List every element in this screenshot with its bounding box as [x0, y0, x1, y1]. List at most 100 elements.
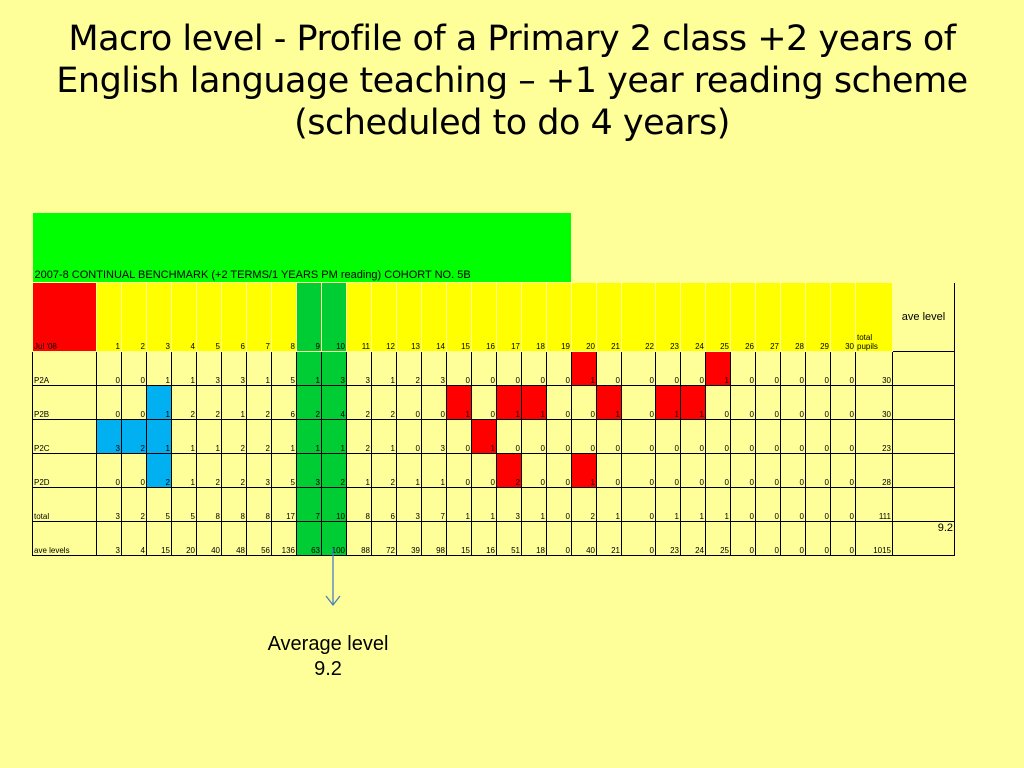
table-cell: 1	[246, 350, 272, 386]
header-level-cell: 5	[196, 282, 222, 351]
table-cell: 16	[471, 520, 497, 556]
table-cell: 0	[730, 418, 756, 454]
table-cell: 0	[805, 384, 831, 420]
table-cell: 3	[96, 486, 122, 522]
table-cell: 0	[571, 418, 597, 454]
row-total: 28	[855, 452, 893, 488]
table-cell: 6	[271, 384, 297, 420]
table-cell: 0	[780, 520, 806, 556]
row-ave-level	[892, 486, 955, 522]
table-cell: 0	[446, 418, 472, 454]
table-cell: 2	[296, 384, 322, 420]
table-cell: 0	[621, 350, 656, 386]
table-cell: 1	[396, 452, 422, 488]
table-cell: 0	[421, 384, 447, 420]
table-cell: 1	[471, 418, 497, 454]
table-cell: 98	[421, 520, 447, 556]
table-cell: 0	[680, 452, 706, 488]
row-label: P2C	[32, 418, 97, 454]
table-cell: 1	[680, 384, 706, 420]
table-cell: 0	[521, 350, 547, 386]
table-cell: 0	[521, 452, 547, 488]
table-cell: 1	[321, 418, 347, 454]
row-ave-level	[892, 384, 955, 420]
table-cell: 5	[171, 486, 197, 522]
header-level-cell: 13	[396, 282, 422, 351]
header-level-cell: 1	[96, 282, 122, 351]
table-cell: 5	[146, 486, 172, 522]
average-level-label: Average level 9.2	[228, 632, 428, 682]
table-cell: 7	[296, 486, 322, 522]
table-cell: 1	[371, 350, 397, 386]
table-cell: 0	[705, 452, 731, 488]
table-cell: 2	[171, 384, 197, 420]
table-cell: 1	[171, 452, 197, 488]
table-cell: 0	[471, 350, 497, 386]
row-label: P2D	[32, 452, 97, 488]
table-cell: 2	[321, 452, 347, 488]
table-cell: 1	[171, 418, 197, 454]
table-cell: 0	[546, 452, 572, 488]
header-level-cell: 8	[271, 282, 297, 351]
row-ave-level	[892, 418, 955, 454]
table-cell: 0	[805, 452, 831, 488]
table-cell: 0	[755, 486, 781, 522]
table-cell: 0	[730, 452, 756, 488]
banner-row: 2007-8 CONTINUAL BENCHMARK (+2 TERMS/1 Y…	[32, 212, 955, 282]
table-cell: 0	[830, 486, 856, 522]
table-cell: 88	[346, 520, 372, 556]
table-cell: 0	[705, 384, 731, 420]
row-ave-level	[892, 452, 955, 488]
table-cell: 1	[271, 418, 297, 454]
header-level-cell: 23	[655, 282, 681, 351]
table-cell: 1	[296, 350, 322, 386]
table-cell: 1	[705, 350, 731, 386]
table-row: P2D 0 0 2 1 2 2 3 5 3 2 1 2 1 1 0 0 2 0 0 1 0 0 0 0 0 0 0 0 0 0 28	[32, 452, 955, 488]
table-cell: 3	[321, 350, 347, 386]
table-cell: 0	[471, 452, 497, 488]
table-cell: 1	[446, 384, 472, 420]
table-cell: 0	[446, 452, 472, 488]
table-cell: 2	[571, 486, 597, 522]
table-cell: 0	[521, 418, 547, 454]
row-total: 30	[855, 384, 893, 420]
table-cell: 51	[496, 520, 522, 556]
header-level-cell: 21	[596, 282, 622, 351]
table-cell: 0	[680, 350, 706, 386]
table-cell: 1	[571, 452, 597, 488]
table-cell: 0	[830, 418, 856, 454]
table-cell: 3	[421, 350, 447, 386]
table-cell: 0	[121, 452, 147, 488]
table-cell: 1	[371, 418, 397, 454]
table-cell: 15	[146, 520, 172, 556]
row-label: P2B	[32, 384, 97, 420]
header-level-cell: 22	[621, 282, 656, 351]
table-cell: 0	[755, 350, 781, 386]
table-cell: 0	[396, 384, 422, 420]
table-row: ave levels 3 4 15 20 40 48 56 136 63 100 88 72 39 98 15…	[32, 520, 955, 556]
table-cell: 1	[521, 486, 547, 522]
header-level-cell: 19	[546, 282, 572, 351]
table-cell: 2	[246, 418, 272, 454]
header-level-cell: 26	[730, 282, 756, 351]
table-cell: 0	[396, 418, 422, 454]
table-cell: 0	[596, 418, 622, 454]
table-cell: 3	[346, 350, 372, 386]
row-label: ave levels	[32, 520, 97, 556]
table-cell: 0	[621, 486, 656, 522]
table-cell: 2	[221, 452, 247, 488]
header-level-cell: 17	[496, 282, 522, 351]
table-cell: 48	[221, 520, 247, 556]
table-cell: 1	[680, 486, 706, 522]
table-cell: 1	[221, 384, 247, 420]
table-cell: 5	[271, 350, 297, 386]
table-cell: 0	[755, 418, 781, 454]
table-cell: 72	[371, 520, 397, 556]
table-cell: 2	[121, 418, 147, 454]
table-cell: 3	[96, 418, 122, 454]
table-cell: 2	[371, 384, 397, 420]
table-cell: 0	[621, 452, 656, 488]
table-cell: 0	[446, 350, 472, 386]
table-cell: 0	[780, 486, 806, 522]
table-cell: 1	[146, 384, 172, 420]
